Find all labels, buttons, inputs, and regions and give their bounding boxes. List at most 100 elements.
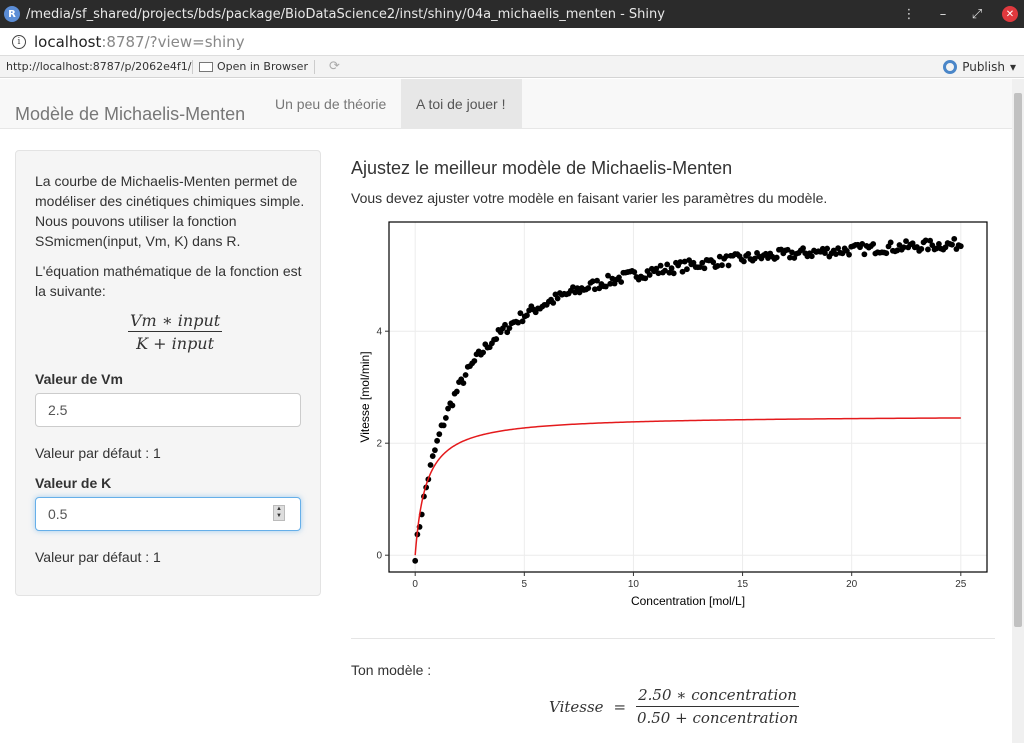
- data-point: [605, 272, 611, 279]
- data-point: [822, 250, 828, 256]
- window-close-icon[interactable]: ✕: [1002, 6, 1018, 22]
- model-label: Ton modèle :: [351, 662, 432, 678]
- data-point: [833, 251, 839, 258]
- data-point: [554, 295, 561, 302]
- divider: [351, 638, 995, 639]
- open-in-browser-label: Open in Browser: [217, 60, 308, 73]
- data-point: [835, 245, 842, 252]
- data-point: [436, 431, 443, 438]
- data-point: [515, 319, 522, 326]
- model-lhs: Vitesse: [549, 697, 604, 716]
- data-point: [449, 402, 456, 409]
- data-point: [859, 241, 866, 247]
- refresh-icon[interactable]: ⟳: [328, 59, 340, 74]
- data-point: [786, 254, 793, 261]
- open-in-browser-button[interactable]: Open in Browser: [199, 60, 308, 73]
- x-axis-label: Concentration [mol/L]: [631, 594, 745, 608]
- data-point: [883, 250, 890, 257]
- data-point: [745, 250, 752, 257]
- model-denominator: 0.50 + concentration: [636, 709, 799, 727]
- info-icon[interactable]: i: [12, 34, 26, 49]
- data-point: [609, 275, 616, 282]
- data-point: [927, 237, 934, 244]
- data-point: [949, 241, 955, 248]
- sidebar-intro: La courbe de Michaelis-Menten permet de …: [35, 173, 305, 249]
- data-point: [670, 270, 677, 277]
- data-point: [646, 272, 653, 278]
- data-point: [585, 285, 592, 291]
- address-path[interactable]: :8787/?view=shiny: [101, 32, 245, 51]
- data-point: [662, 267, 668, 274]
- data-point: [434, 437, 441, 444]
- michaelis-plot: 0 5 10 15 20 25 0 2 4 Concentration [mol/L] Vitess…: [358, 221, 988, 608]
- main-lead: Vous devez ajuster votre modèle en faisa…: [351, 190, 828, 206]
- data-point: [502, 321, 508, 328]
- k-default-text: Valeur par défaut : 1: [35, 549, 161, 565]
- data-point: [684, 266, 690, 273]
- data-point: [922, 237, 929, 244]
- data-point: [903, 238, 909, 245]
- data-point: [427, 462, 434, 468]
- data-point: [653, 265, 660, 272]
- data-point: [442, 415, 449, 421]
- address-bar[interactable]: i localhost:8787/?view=shiny: [0, 28, 1024, 56]
- publish-button[interactable]: Publish ▾: [943, 59, 1016, 74]
- chevron-down-icon: ▾: [1009, 59, 1016, 74]
- window-menu-kebab-icon[interactable]: ⋮: [902, 6, 916, 22]
- navbar: Modèle de Michaelis-Menten Un peu de thé…: [0, 79, 1012, 129]
- k-spinner-icon[interactable]: ▲ ▼: [273, 505, 285, 521]
- data-point: [789, 249, 795, 256]
- data-point: [942, 244, 949, 251]
- sidebar-panel: La courbe de Michaelis-Menten permet de …: [15, 150, 321, 596]
- data-point: [900, 244, 907, 251]
- data-point: [440, 422, 447, 429]
- address-host[interactable]: localhost: [34, 32, 102, 51]
- data-point: [846, 251, 852, 258]
- navbar-brand: Modèle de Michaelis-Menten: [15, 104, 246, 124]
- data-point: [493, 336, 500, 342]
- viewer-url: http://localhost:8787/p/2062e4f1/: [6, 60, 192, 73]
- data-point: [861, 251, 868, 258]
- model-numerator: 2.50 ∗ concentration: [636, 686, 799, 707]
- toolbar-divider: [192, 59, 193, 74]
- data-point: [800, 245, 806, 252]
- data-point: [870, 241, 877, 247]
- data-point: [596, 285, 603, 292]
- data-point: [591, 286, 598, 293]
- data-point: [666, 269, 673, 276]
- vm-input[interactable]: [35, 393, 301, 427]
- data-point: [935, 241, 942, 247]
- scrollbar-thumb[interactable]: [1014, 93, 1022, 627]
- data-point: [471, 358, 478, 364]
- data-point: [925, 246, 931, 253]
- k-label: Valeur de K: [35, 475, 112, 491]
- window-title: /media/sf_shared/projects/bds/package/Bi…: [26, 6, 665, 22]
- data-point: [824, 245, 831, 252]
- x-tick-label: 0: [412, 579, 418, 590]
- data-point: [655, 270, 662, 277]
- tab-theorie[interactable]: Un peu de théorie: [275, 96, 387, 112]
- data-point: [460, 380, 467, 386]
- data-point: [664, 261, 671, 268]
- data-point: [517, 310, 524, 317]
- k-input[interactable]: [35, 497, 301, 531]
- data-point: [723, 253, 730, 260]
- data-point: [762, 250, 769, 257]
- data-point: [710, 259, 717, 266]
- data-point: [725, 262, 732, 269]
- data-point: [765, 255, 771, 261]
- data-point: [524, 312, 530, 319]
- shiny-page: Modèle de Michaelis-Menten Un peu de thé…: [0, 79, 1012, 743]
- data-point: [480, 349, 487, 356]
- data-point: [607, 280, 614, 287]
- rstudio-app-icon: R: [4, 6, 20, 22]
- data-point: [594, 277, 600, 284]
- vm-default-text: Valeur par défaut : 1: [35, 445, 161, 461]
- data-point: [681, 258, 688, 265]
- window-minimize-icon[interactable]: –: [939, 6, 947, 22]
- publish-icon: [943, 59, 958, 74]
- data-point: [808, 253, 815, 260]
- tab-a-toi-de-jouer[interactable]: A toi de jouer !: [401, 79, 522, 129]
- window-restore-icon[interactable]: ⤢: [971, 6, 983, 22]
- page-scrollbar[interactable]: [1012, 79, 1024, 743]
